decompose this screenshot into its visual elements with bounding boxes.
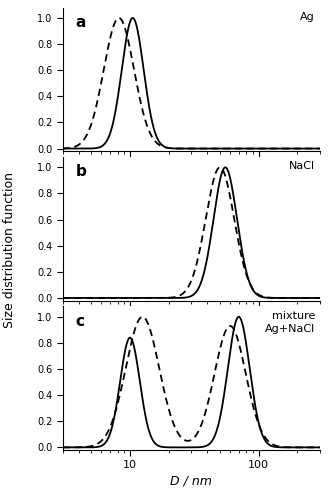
Text: b: b: [76, 164, 86, 179]
Text: mixture
Ag+NaCl: mixture Ag+NaCl: [265, 310, 315, 334]
Text: NaCl: NaCl: [289, 161, 315, 171]
Text: Size distribution function: Size distribution function: [3, 172, 16, 328]
Text: Ag: Ag: [300, 12, 315, 22]
Text: c: c: [76, 314, 84, 328]
X-axis label: D / nm: D / nm: [171, 474, 212, 488]
Text: a: a: [76, 14, 86, 30]
